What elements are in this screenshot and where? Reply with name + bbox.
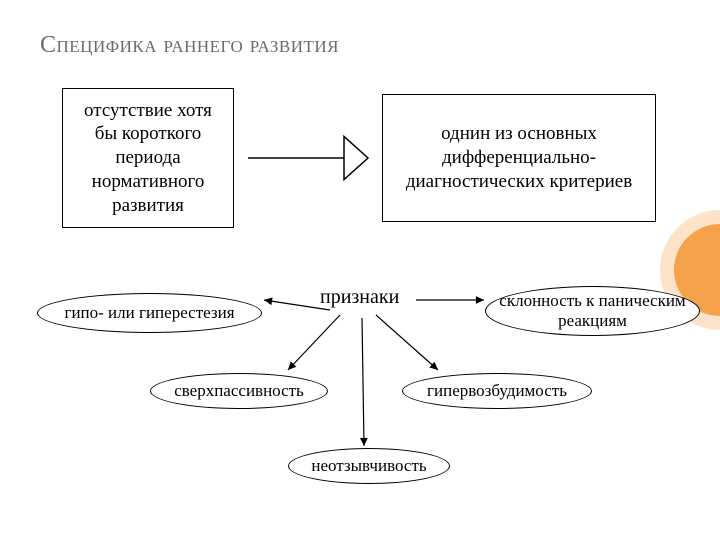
signs-label: признаки: [320, 286, 399, 309]
sign-passive: сверхпассивность: [150, 373, 328, 409]
box-right-text: однин из основных дифференциально-диагно…: [393, 122, 645, 193]
sign-unresp: неотзывчивость: [288, 448, 450, 484]
sign-hypo: гипо- или гиперестезия: [37, 293, 262, 333]
box-diagnostic-criterion: однин из основных дифференциально-диагно…: [382, 94, 656, 222]
page-title: Специфика раннего развития: [40, 32, 339, 59]
box-left-text: отсутствие хотя бы короткого периода нор…: [73, 99, 223, 218]
sign-panic: склонность к паническим реакциям: [485, 286, 700, 336]
sign-excite: гипервозбудимость: [402, 373, 592, 409]
box-absence-normative-dev: отсутствие хотя бы короткого периода нор…: [62, 88, 234, 228]
